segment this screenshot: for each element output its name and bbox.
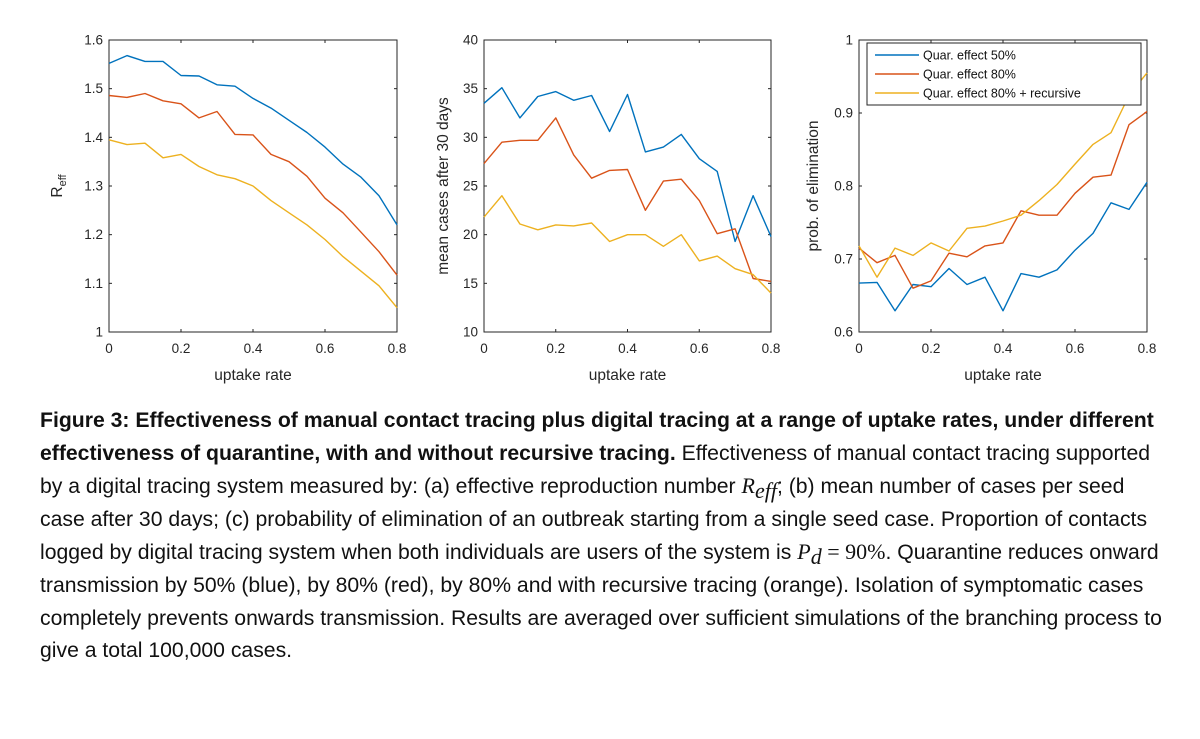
legend-label-blue: Quar. effect 50% <box>923 49 1016 63</box>
caption-text-2: ; (b) mean number of cases per seed case… <box>40 475 1148 565</box>
y-tick-label-a: 1 <box>95 325 103 340</box>
y-axis-label-b: mean cases after 30 days <box>435 97 452 275</box>
caption-text-3: . Quarantine reduces onward transmission… <box>40 541 1162 663</box>
x-tick-label-b: 0.4 <box>618 341 637 356</box>
y-tick-label-b: 35 <box>463 81 478 96</box>
x-tick-label-c: 0.2 <box>922 341 941 356</box>
y-tick-label-b: 10 <box>463 325 478 340</box>
series-line-a-red <box>108 92 398 276</box>
series-line-b-orange <box>483 194 772 294</box>
x-axis-label-a: uptake rate <box>214 367 292 384</box>
y-tick-label-a: 1.5 <box>84 81 103 96</box>
y-tick-label-b: 30 <box>463 130 478 145</box>
caption-text-1: Effectiveness of manual contact tracing … <box>40 441 1151 499</box>
y-tick-label-b: 15 <box>463 276 478 291</box>
y-tick-label-c: 0.7 <box>834 252 853 267</box>
series-line-c-red <box>858 110 1148 289</box>
x-axis-label-b: uptake rate <box>589 367 667 384</box>
caption-reff-subscript: eff <box>754 478 777 504</box>
chart-panel-b: 0 0.2 0.4 0.6 0.8 10 15 20 25 30 35 40 uptake rate me… <box>435 33 780 385</box>
figure-3-charts: 0 0.2 0.4 0.6 0.8 1 1.1 1.2 1.3 1.4 1.5 1.6 uptake r… <box>49 33 1156 385</box>
chart-panel-c: 0 0.2 0.4 0.6 0.8 0.6 0.7 0.8 0.9 1 uptake rate pro… <box>805 33 1156 385</box>
series-line-b-blue <box>483 86 772 243</box>
x-tick-label-a: 0 <box>105 341 113 356</box>
x-tick-label-c: 0.6 <box>1066 341 1085 356</box>
caption-pd-value: = 90% <box>821 539 886 565</box>
y-tick-label-a: 1.3 <box>84 179 103 194</box>
x-tick-label-a: 0.4 <box>244 341 263 356</box>
x-tick-label-b: 0.2 <box>546 341 565 356</box>
series-line-a-blue <box>108 54 398 226</box>
y-tick-label-a: 1.6 <box>84 33 103 48</box>
series-line-c-orange <box>858 72 1148 278</box>
y-tick-label-c: 1 <box>845 33 853 48</box>
y-axis-label-a: Reff <box>49 173 69 197</box>
chart-panel-a: 0 0.2 0.4 0.6 0.8 1 1.1 1.2 1.3 1.4 1.5 1.6 uptake r… <box>49 33 406 385</box>
y-tick-label-b: 40 <box>463 33 478 48</box>
series-line-a-orange <box>108 139 398 309</box>
y-axis-label-c: prob. of elimination <box>805 121 822 252</box>
x-tick-label-b: 0.6 <box>690 341 709 356</box>
series-line-c-blue <box>858 181 1148 312</box>
x-tick-label-c: 0.8 <box>1138 341 1157 356</box>
x-tick-label-b: 0.8 <box>762 341 781 356</box>
y-tick-label-c: 0.9 <box>834 106 853 121</box>
y-tick-label-b: 20 <box>463 227 478 242</box>
x-tick-label-c: 0.4 <box>994 341 1013 356</box>
y-tick-label-a: 1.2 <box>84 227 103 242</box>
legend-label-red: Quar. effect 80% <box>923 68 1016 82</box>
legend-label-orange: Quar. effect 80% + recursive <box>923 87 1081 101</box>
x-tick-label-a: 0.2 <box>172 341 191 356</box>
y-tick-label-a: 1.4 <box>84 130 103 145</box>
x-tick-label-c: 0 <box>855 341 863 356</box>
y-tick-label-a: 1.1 <box>84 276 103 291</box>
x-axis-label-c: uptake rate <box>964 367 1042 384</box>
figure-caption: Figure 3: Effectiveness of manual contac… <box>40 405 1170 668</box>
caption-pd-symbol: P <box>797 539 811 565</box>
y-tick-label-c: 0.8 <box>834 179 853 194</box>
x-tick-label-b: 0 <box>480 341 488 356</box>
plot-frame-b <box>483 39 772 333</box>
legend-c: Quar. effect 50% Quar. effect 80% Quar. ef… <box>866 42 1142 106</box>
series-line-b-red <box>483 117 772 283</box>
y-tick-label-c: 0.6 <box>834 325 853 340</box>
caption-pd-subscript: d <box>810 544 822 570</box>
caption-reff-symbol: R <box>741 473 755 499</box>
x-tick-label-a: 0.8 <box>388 341 407 356</box>
x-tick-label-a: 0.6 <box>316 341 335 356</box>
caption-title: Figure 3: Effectiveness of manual contac… <box>40 409 1154 465</box>
y-axis-label-subscript-a: eff <box>57 173 69 186</box>
y-tick-label-b: 25 <box>463 179 478 194</box>
